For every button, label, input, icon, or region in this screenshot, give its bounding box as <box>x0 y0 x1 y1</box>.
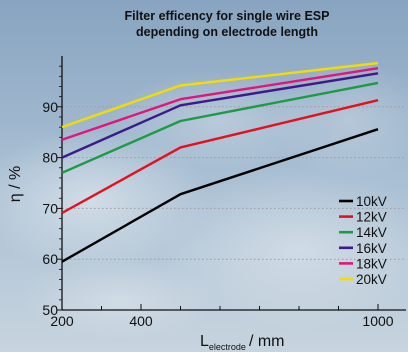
series-line-12kv <box>61 99 379 215</box>
chart-title-line2: depending on electrode length <box>136 25 318 39</box>
series-line-16kv <box>61 72 379 159</box>
series-lines <box>61 61 379 263</box>
x-axis-label-main: L <box>200 333 209 350</box>
y-axis-label: η / % <box>7 166 24 202</box>
series-line-18kv <box>61 67 379 141</box>
x-axis-label: Lelectrode / mm <box>200 333 284 352</box>
x-tick-label: 200 <box>50 313 74 329</box>
chart-title-line1: Filter efficency for single wire ESP <box>125 9 330 23</box>
y-tick-label: 50 <box>42 302 58 318</box>
legend-label-12kv: 12kV <box>356 210 387 225</box>
x-tick-label: 400 <box>129 313 153 329</box>
x-tick-label: 1000 <box>362 313 393 329</box>
series-line-20kv <box>61 61 379 129</box>
series-line-10kv <box>61 128 379 263</box>
y-tick-label: 70 <box>42 200 58 216</box>
tick-labels: 50 60 70 80 90 200 400 1000 <box>42 99 393 329</box>
x-axis-label-sub: electrode <box>209 342 246 352</box>
legend-label-16kv: 16kV <box>356 241 387 256</box>
legend-label-18kv: 18kV <box>356 256 387 271</box>
series-line-14kv <box>61 81 379 174</box>
legend-label-14kv: 14kV <box>356 225 387 240</box>
y-tick-label: 90 <box>42 99 58 115</box>
legend-label-10kv: 10kV <box>356 194 387 209</box>
legend-label-20kv: 20kV <box>356 272 387 287</box>
axes <box>57 56 406 311</box>
x-axis-label-unit: / mm <box>249 333 285 350</box>
y-tick-label: 60 <box>42 251 58 267</box>
y-tick-label: 80 <box>42 150 58 166</box>
